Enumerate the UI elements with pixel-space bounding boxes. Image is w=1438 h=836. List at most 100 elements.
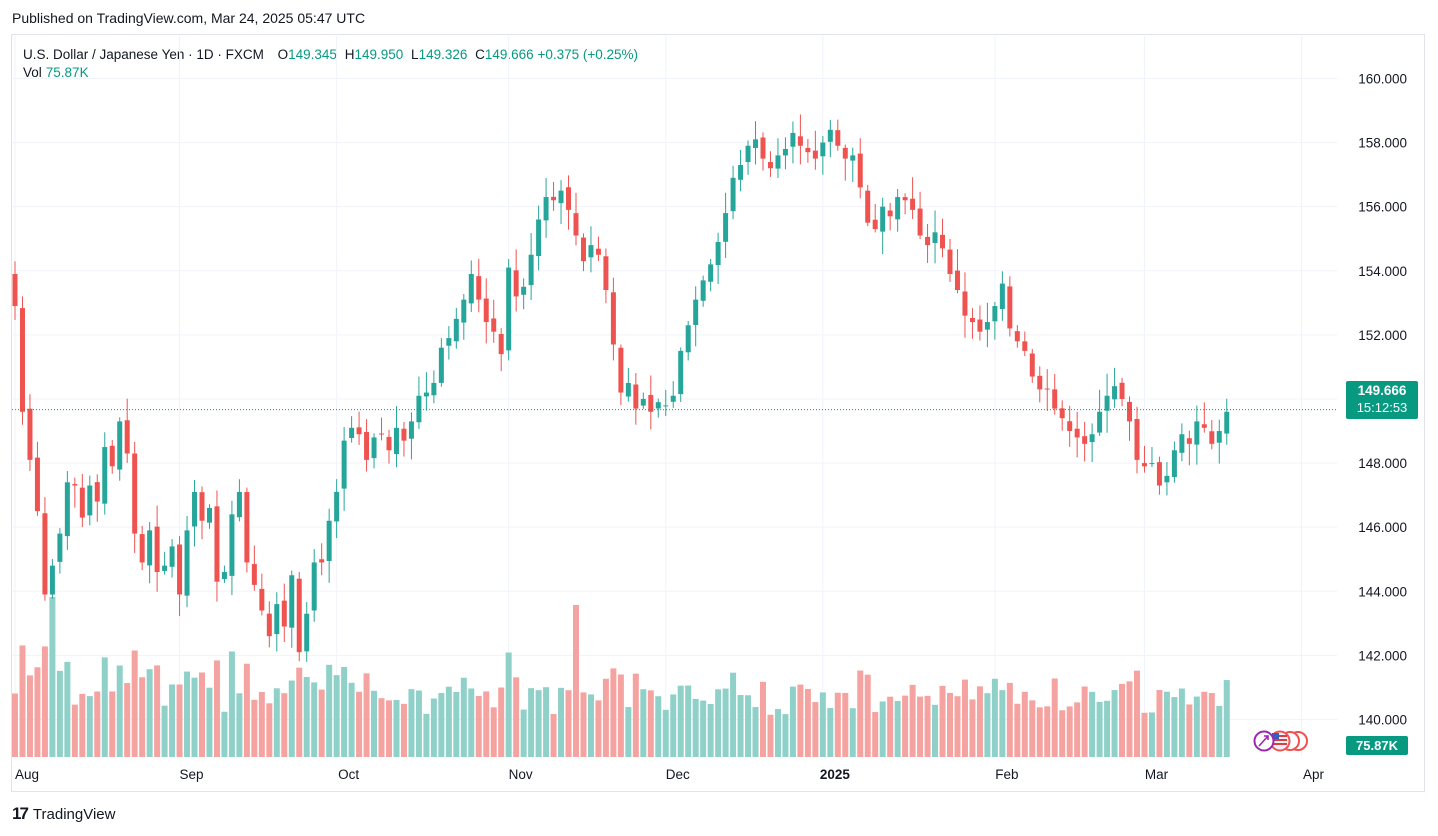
volume-bar (445, 686, 452, 757)
candle-body (1007, 286, 1013, 329)
candle-body (1127, 401, 1133, 422)
time-axis[interactable]: Aug Sep Oct Nov Dec 2025 Feb Mar Apr (15, 767, 1325, 782)
candle-body (289, 575, 295, 628)
volume-bar (281, 693, 288, 757)
candle-body (999, 283, 1005, 310)
candle-body (566, 187, 572, 210)
volume-bar (363, 673, 370, 757)
candle-body (483, 298, 489, 323)
tradingview-logo[interactable]: 17 TradingView (12, 804, 115, 824)
event-icons[interactable] (1253, 730, 1308, 752)
volume-bars (12, 597, 1230, 757)
brand-name: TradingView (32, 805, 116, 823)
volume-bar (528, 688, 535, 757)
candle-body (1156, 462, 1162, 486)
open-value: 149.345 (288, 47, 337, 62)
candle-body (872, 219, 878, 230)
volume-bar (909, 684, 916, 757)
volume-bar (408, 689, 415, 757)
volume-bar (752, 707, 759, 757)
candle-body (580, 237, 586, 262)
volume-bar (191, 677, 198, 757)
flag-stripe (1272, 743, 1287, 745)
candle-body (648, 395, 654, 412)
volume-bar (415, 690, 422, 757)
candle-body (154, 526, 160, 573)
volume-bar (902, 695, 909, 757)
open-label: O (277, 47, 289, 62)
candle-body (379, 433, 385, 435)
volume-bar (326, 664, 333, 757)
volume-bar (86, 696, 93, 757)
candle-body (169, 546, 175, 567)
volume-bar (49, 597, 56, 757)
volume-bar (804, 688, 811, 757)
candle-body (476, 276, 482, 300)
volume-bar (356, 691, 363, 757)
candle-body (192, 491, 198, 527)
volume-bar (872, 712, 879, 757)
volume-bar (1111, 690, 1118, 757)
time-tick-label: Aug (15, 767, 39, 782)
volume-bar (79, 693, 86, 757)
volume-bar (917, 696, 924, 757)
volume-bar (146, 669, 153, 757)
volume-bar (1163, 691, 1170, 757)
time-tick-label: 2025 (820, 767, 851, 782)
candle-body (797, 136, 803, 146)
volume-bar (64, 661, 71, 757)
candle-body (1089, 434, 1095, 443)
volume-bar (116, 665, 123, 757)
candle-body (655, 402, 661, 409)
candle-body (962, 291, 968, 316)
candle-body (296, 578, 302, 653)
volume-bar (558, 687, 565, 757)
candle-body (1029, 353, 1035, 377)
candle-body (431, 382, 437, 396)
candle-body (618, 347, 624, 393)
candle-body (461, 299, 467, 323)
volume-bar (1074, 702, 1081, 757)
price-axis[interactable]: 160.000158.000156.000154.000152.000150.0… (1358, 71, 1407, 727)
candle-body (700, 280, 706, 301)
candle-body (304, 613, 310, 652)
volume-bar (1171, 697, 1178, 757)
symbol-title[interactable]: U.S. Dollar / Japanese Yen · 1D · FXCM (23, 47, 264, 62)
volume-bar (483, 691, 490, 757)
volume-bar (947, 692, 953, 757)
time-tick-label: Apr (1303, 767, 1325, 782)
volume-bar (774, 709, 781, 757)
volume-bar (999, 690, 1006, 757)
candle-body (1171, 450, 1177, 478)
volume-bar (842, 692, 849, 757)
chart-frame[interactable] (11, 34, 1425, 792)
volume-bar (311, 682, 318, 757)
published-info: Published on TradingView.com, Mar 24, 20… (12, 10, 366, 26)
candle-body (670, 395, 676, 402)
volume-bar (1126, 681, 1133, 757)
candle-body (857, 153, 863, 188)
candle-body (745, 145, 751, 163)
candle-body (1201, 424, 1207, 428)
candle-body (42, 513, 48, 595)
candle-body (117, 421, 123, 470)
volume-bar (932, 704, 939, 757)
volume-tag-value: 75.87K (1356, 738, 1399, 753)
volume-bar (819, 692, 826, 757)
candle-body (326, 520, 332, 562)
volume-bar (595, 700, 602, 757)
low-label: L (411, 47, 419, 62)
volume-bar (258, 692, 265, 757)
time-tick-label: Feb (995, 767, 1018, 782)
volume-bar (1036, 707, 1043, 757)
volume-bar (26, 675, 33, 757)
volume-bar (1029, 700, 1036, 757)
volume-bar (789, 686, 796, 757)
volume-bar (1178, 688, 1185, 757)
candle-body (880, 206, 886, 232)
candle-body (244, 492, 250, 563)
candle-body (87, 485, 93, 516)
volume-bar (969, 699, 976, 757)
volume-label[interactable]: Vol (23, 65, 42, 80)
